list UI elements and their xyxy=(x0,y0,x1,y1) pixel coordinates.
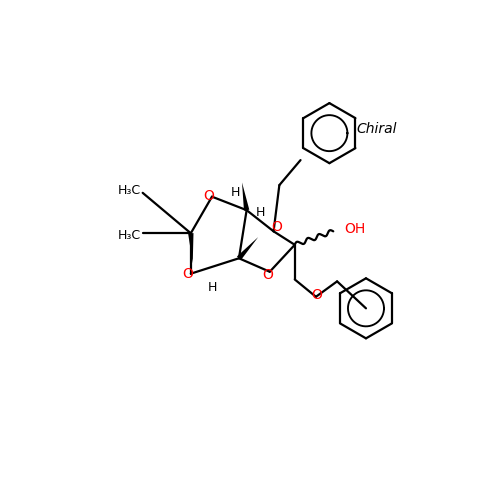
Text: H₃C: H₃C xyxy=(118,184,141,198)
Text: O: O xyxy=(271,220,282,234)
Polygon shape xyxy=(237,237,258,260)
Polygon shape xyxy=(242,182,250,210)
Text: H: H xyxy=(256,206,265,218)
Text: H: H xyxy=(208,280,216,293)
Text: OH: OH xyxy=(344,222,365,236)
Polygon shape xyxy=(188,233,194,264)
Text: Chiral: Chiral xyxy=(356,122,397,136)
Text: O: O xyxy=(182,268,193,281)
Text: H: H xyxy=(230,186,240,200)
Text: H₃C: H₃C xyxy=(118,228,141,241)
Text: O: O xyxy=(262,268,273,282)
Text: O: O xyxy=(312,288,322,302)
Text: O: O xyxy=(204,189,214,203)
